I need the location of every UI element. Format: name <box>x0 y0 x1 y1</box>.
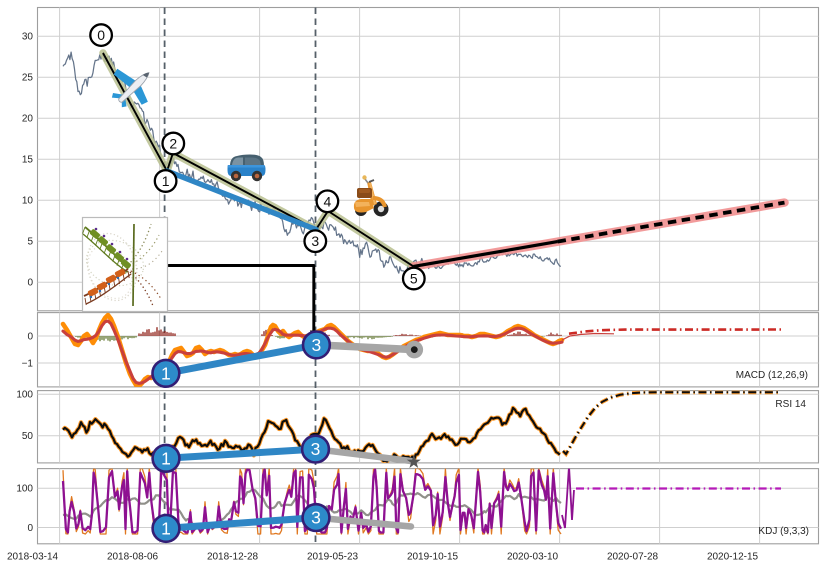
svg-text:15: 15 <box>22 155 34 166</box>
svg-text:3: 3 <box>311 439 321 459</box>
svg-text:2018-08-06: 2018-08-06 <box>107 552 159 563</box>
svg-text:30: 30 <box>22 32 34 43</box>
svg-text:1: 1 <box>162 173 170 189</box>
svg-text:25: 25 <box>22 73 34 84</box>
svg-text:0: 0 <box>97 27 105 43</box>
svg-text:2018-12-28: 2018-12-28 <box>207 552 259 563</box>
svg-text:2020-03-10: 2020-03-10 <box>507 552 559 563</box>
svg-text:5: 5 <box>27 237 33 248</box>
svg-text:4: 4 <box>324 193 332 209</box>
svg-text:100: 100 <box>16 390 33 401</box>
svg-text:100: 100 <box>16 484 33 495</box>
svg-text:2: 2 <box>169 136 177 152</box>
svg-text:0: 0 <box>27 523 33 534</box>
svg-text:1: 1 <box>161 363 171 383</box>
svg-text:5: 5 <box>410 271 418 287</box>
svg-text:2020-12-15: 2020-12-15 <box>707 552 759 563</box>
svg-text:0: 0 <box>27 331 33 342</box>
svg-text:1: 1 <box>161 518 171 538</box>
svg-text:KDJ (9,3,3): KDJ (9,3,3) <box>758 526 809 537</box>
svg-text:2020-07-28: 2020-07-28 <box>607 552 659 563</box>
svg-text:20: 20 <box>22 114 34 125</box>
svg-text:2019-05-23: 2019-05-23 <box>307 552 359 563</box>
svg-text:3: 3 <box>312 335 322 355</box>
svg-text:MACD (12,26,9): MACD (12,26,9) <box>736 370 808 381</box>
svg-text:2019-10-15: 2019-10-15 <box>407 552 459 563</box>
svg-text:50: 50 <box>22 431 34 442</box>
svg-text:RSI 14: RSI 14 <box>775 399 806 410</box>
svg-text:10: 10 <box>22 196 34 207</box>
svg-text:2018-03-14: 2018-03-14 <box>7 552 59 563</box>
svg-text:1: 1 <box>161 448 171 468</box>
svg-text:3: 3 <box>311 508 321 528</box>
svg-text:3: 3 <box>311 233 319 249</box>
svg-text:−1: −1 <box>22 358 34 369</box>
svg-text:0: 0 <box>27 278 33 289</box>
